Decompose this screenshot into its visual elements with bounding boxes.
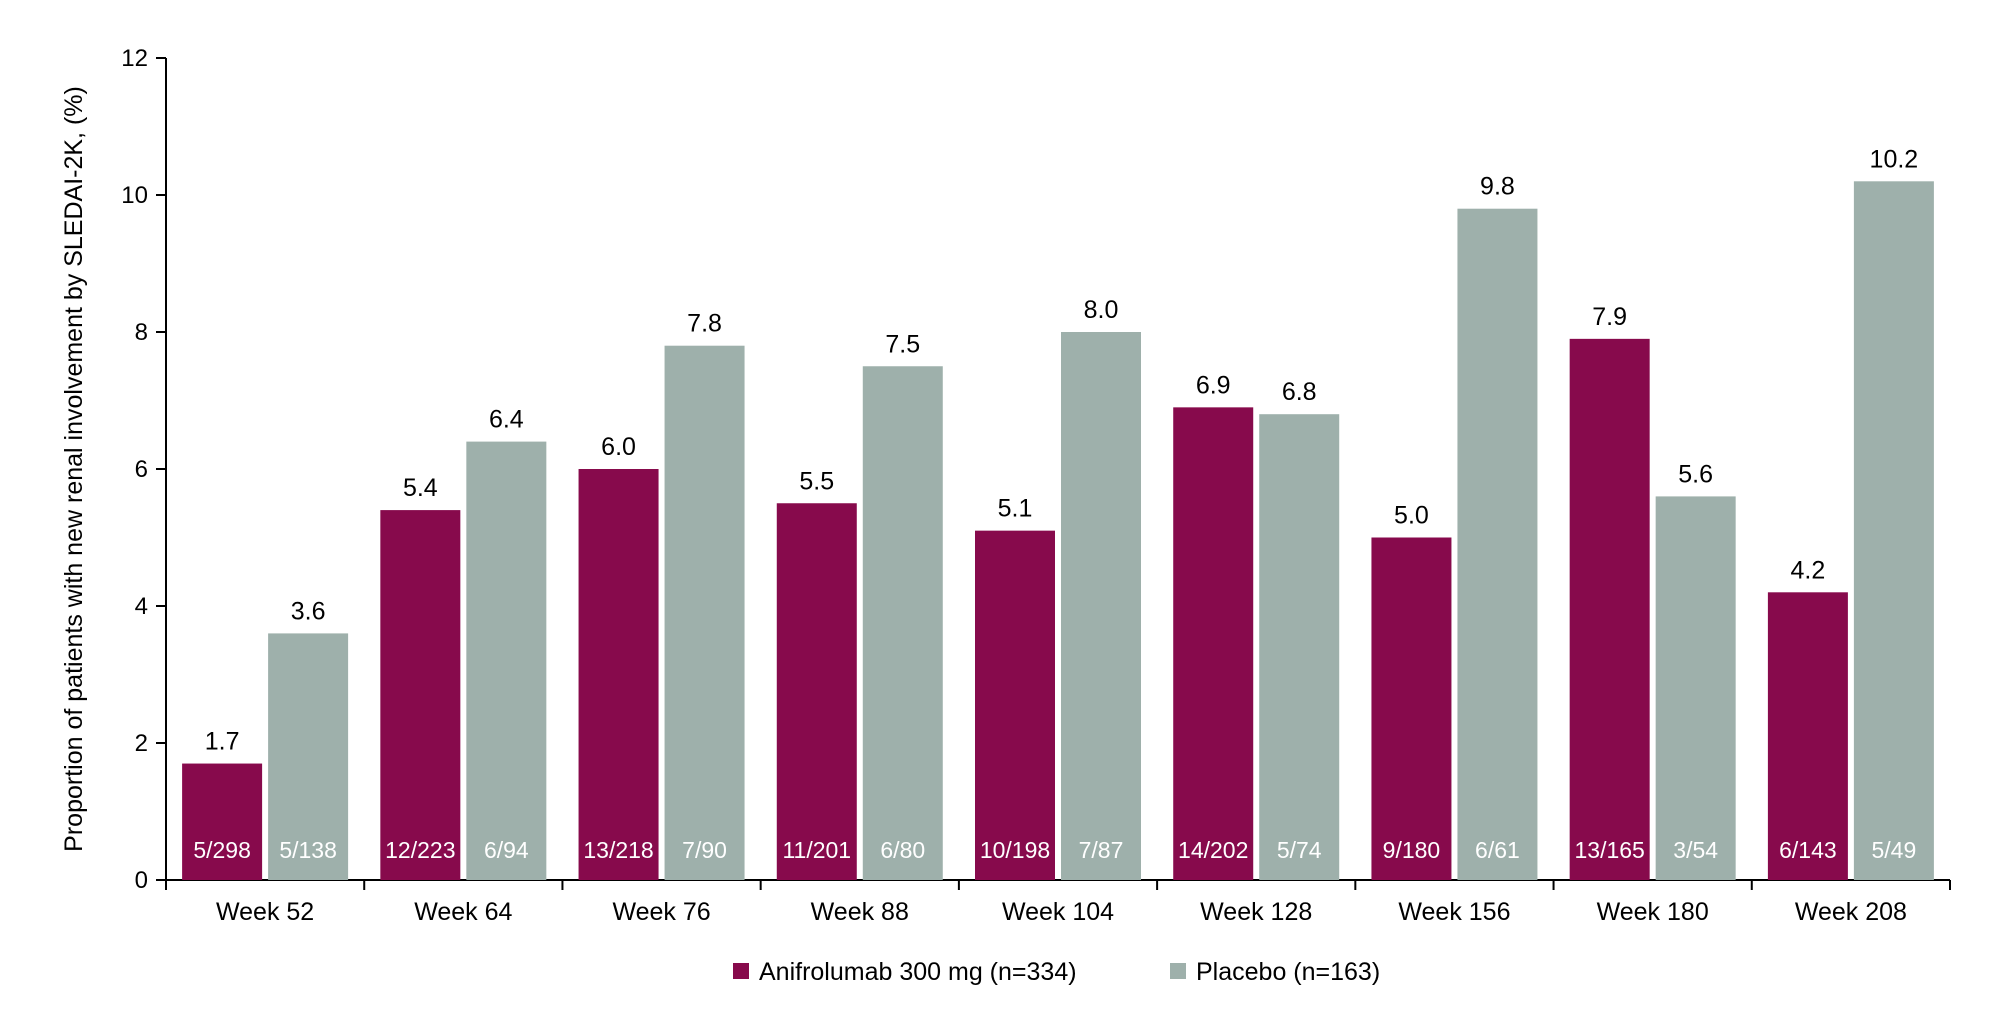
value-label: 7.9 (1592, 303, 1627, 331)
x-category-label: Week 104 (1002, 898, 1114, 926)
count-label: 6/143 (1779, 837, 1837, 863)
bar-series-0 (578, 469, 659, 880)
bar-series-1 (1259, 414, 1340, 880)
legend-swatch-series-0 (733, 963, 749, 979)
bar-series-1 (1061, 332, 1141, 880)
value-label: 6.9 (1196, 371, 1231, 399)
y-tick-label: 4 (135, 593, 148, 620)
legend: Anifrolumab 300 mg (n=334) Placebo (n=163… (733, 958, 1380, 986)
x-category-label: Week 88 (811, 898, 909, 926)
value-label: 6.0 (601, 433, 636, 461)
y-tick-label: 12 (121, 45, 148, 72)
count-label: 6/61 (1475, 837, 1520, 863)
count-label: 13/165 (1574, 837, 1644, 863)
count-label: 3/54 (1673, 837, 1718, 863)
x-category-label: Week 180 (1597, 898, 1709, 926)
bar-series-0 (182, 763, 263, 880)
legend-label-series-1: Placebo (n=163) (1196, 958, 1380, 986)
x-category-label: Week 128 (1200, 898, 1312, 926)
count-label: 5/74 (1277, 837, 1322, 863)
value-label: 9.8 (1480, 173, 1515, 201)
legend-label-series-0: Anifrolumab 300 mg (n=334) (759, 958, 1077, 986)
value-label: 7.8 (687, 310, 722, 338)
bar-series-0 (1173, 407, 1254, 880)
y-tick-label: 0 (135, 867, 148, 894)
bar-series-0 (1569, 338, 1650, 881)
value-label: 3.6 (291, 597, 326, 625)
count-label: 6/94 (484, 837, 529, 863)
bar-series-0 (776, 503, 857, 880)
bar-series-1 (862, 366, 943, 880)
bar-labels: 1.7 5/298 5.4 12/223 6.0 13/218 5.5 11/201 5.1 10… (193, 145, 1918, 863)
y-tick-label: 8 (135, 319, 148, 346)
legend-swatch-series-1 (1170, 963, 1186, 979)
bar-series-1 (268, 633, 349, 880)
count-label: 6/80 (880, 837, 925, 863)
bar-series-1 (664, 345, 745, 880)
value-label: 6.4 (489, 406, 524, 434)
value-label: 10.2 (1870, 145, 1919, 173)
count-label: 9/180 (1383, 837, 1441, 863)
value-label: 1.7 (205, 728, 240, 756)
x-category-label: Week 208 (1795, 898, 1907, 926)
count-label: 10/198 (980, 837, 1050, 863)
y-axis-title: Proportion of patients with new renal in… (60, 86, 88, 852)
value-label: 6.8 (1282, 378, 1317, 406)
value-label: 5.0 (1394, 502, 1429, 530)
bar-series-1 (1853, 181, 1934, 881)
value-label: 5.4 (403, 474, 438, 502)
bar-series-0 (1767, 592, 1848, 880)
value-label: 8.0 (1084, 296, 1119, 324)
bar-series-0 (975, 530, 1055, 880)
bar-series-1 (1457, 208, 1538, 880)
count-label: 5/49 (1872, 837, 1917, 863)
bar-series-1 (466, 441, 547, 880)
y-tick-label: 6 (135, 456, 148, 483)
count-label: 5/298 (193, 837, 251, 863)
y-tick-label: 10 (121, 182, 148, 209)
x-axis: Week 52 Week 64 Week 76 Week 88 Week 104 Week… (165, 879, 1951, 926)
y-tick-label: 2 (135, 730, 148, 757)
x-category-label: Week 76 (612, 898, 710, 926)
count-label: 7/87 (1079, 837, 1124, 863)
x-category-label: Week 156 (1398, 898, 1510, 926)
y-axis: 0 2 4 6 8 10 12 (121, 45, 167, 894)
bar-series-0 (1371, 537, 1452, 880)
count-label: 14/202 (1178, 837, 1248, 863)
value-label: 5.5 (799, 467, 834, 495)
value-label: 7.5 (885, 330, 920, 358)
count-label: 13/218 (583, 837, 653, 863)
x-category-label: Week 64 (414, 898, 512, 926)
count-label: 11/201 (782, 837, 851, 863)
value-label: 5.1 (998, 495, 1033, 523)
value-label: 4.2 (1791, 556, 1826, 584)
count-label: 5/138 (279, 837, 337, 863)
count-label: 12/223 (385, 837, 455, 863)
x-category-label: Week 52 (216, 898, 314, 926)
bars (182, 181, 1934, 881)
bar-series-1 (1655, 496, 1736, 880)
count-label: 7/90 (682, 837, 727, 863)
value-label: 5.6 (1678, 460, 1713, 488)
bar-series-0 (380, 510, 461, 880)
